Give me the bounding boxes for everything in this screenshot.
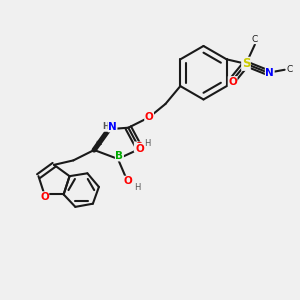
Text: O: O xyxy=(228,76,237,87)
Text: C: C xyxy=(287,65,293,74)
Text: O: O xyxy=(134,142,143,152)
Text: H: H xyxy=(145,139,151,148)
Text: C: C xyxy=(252,34,258,43)
Text: H: H xyxy=(102,122,109,131)
Text: O: O xyxy=(135,143,144,154)
Text: O: O xyxy=(124,176,133,186)
Text: O: O xyxy=(40,192,49,202)
Text: N: N xyxy=(108,122,117,132)
Text: B: B xyxy=(116,151,123,161)
Text: N: N xyxy=(266,68,274,78)
Text: H: H xyxy=(134,183,140,192)
Text: O: O xyxy=(145,112,154,122)
Text: S: S xyxy=(242,57,250,70)
